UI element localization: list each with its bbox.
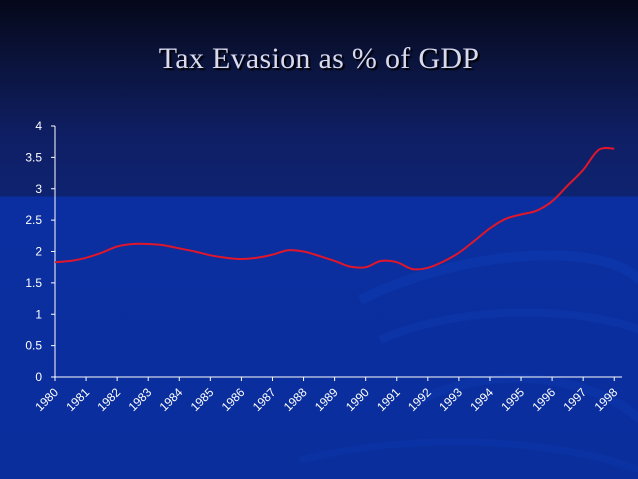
y-tick-label: 1.5: [25, 276, 42, 290]
x-tick-label: 1982: [94, 385, 123, 414]
x-tick-label: 1995: [498, 385, 527, 414]
x-tick-label: 1996: [529, 385, 558, 414]
x-tick-label: 1994: [467, 385, 496, 414]
swirl-arc-2: [378, 308, 638, 344]
y-tick-label: 4: [35, 119, 42, 133]
y-tick-label: 0.5: [25, 339, 42, 353]
y-tick-label: 2.5: [25, 213, 42, 227]
y-axis-ticks: 0 0.5 1 1.5 2 2.5 3 3.5 4: [25, 119, 55, 384]
x-tick-label: 1990: [343, 385, 372, 414]
x-tick-label: 1989: [312, 385, 341, 414]
series-lines: [54, 146, 615, 271]
x-tick-label: 1992: [405, 385, 434, 414]
x-tick-label: 1984: [157, 385, 186, 414]
swirl-arc-4: [299, 438, 638, 474]
y-tick-label: 2: [35, 245, 42, 259]
y-tick-label: 0: [35, 370, 42, 384]
x-tick-label: 1981: [63, 385, 92, 414]
x-tick-label: 1986: [219, 385, 248, 414]
y-tick-label: 3: [35, 182, 42, 196]
y-tick-label: 3.5: [25, 150, 42, 164]
swirl-arc-3: [417, 373, 638, 424]
x-tick-label: 1993: [436, 385, 465, 414]
x-tick-label: 1987: [250, 385, 279, 414]
x-tick-label: 1985: [188, 385, 217, 414]
x-tick-label: 1983: [126, 385, 155, 414]
x-tick-label: 1997: [561, 385, 590, 414]
series-line-0: [54, 146, 615, 271]
x-tick-label: 1998: [592, 385, 621, 414]
x-tick-label: 1988: [281, 385, 310, 414]
x-tick-label: 1980: [32, 385, 61, 414]
x-tick-label: 1991: [374, 385, 403, 414]
chart-axes: [54, 126, 622, 378]
y-tick-label: 1: [35, 307, 42, 321]
swirl-arc-1: [357, 250, 638, 305]
x-axis-ticks: 1980 1981 1982 1983 1984 1985 1986 1987 1988 1989…: [32, 377, 621, 414]
slide-title: Tax Evasion as % of GDP: [158, 42, 480, 75]
